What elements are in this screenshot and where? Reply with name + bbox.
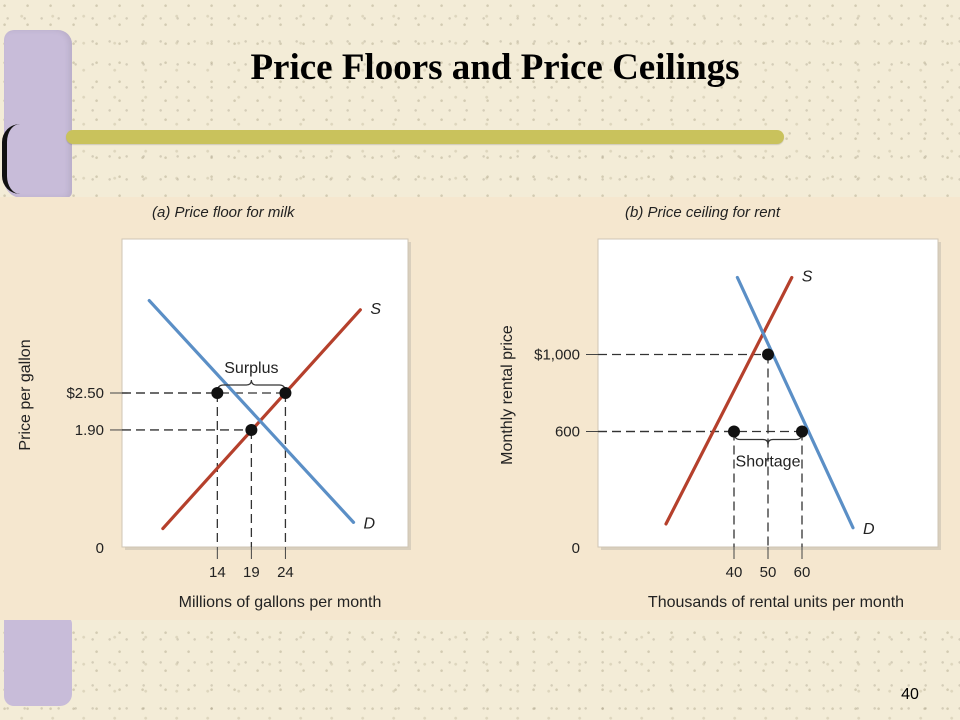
page-number: 40 — [901, 686, 919, 703]
chart-title: (a) Price floor for milk — [152, 204, 296, 221]
y-tick-label: 0 — [96, 540, 104, 557]
equilibrium-point — [728, 425, 740, 438]
supply-curve — [664, 275, 794, 526]
bracket-decoration — [2, 124, 23, 194]
y-tick-label: 600 — [555, 424, 580, 441]
y-tick-label: 0 — [572, 540, 580, 557]
equilibrium-point — [211, 387, 224, 399]
supply-label: S — [802, 269, 813, 286]
supply-label: S — [370, 301, 381, 318]
equilibrium-point — [245, 423, 258, 436]
demand-curve — [735, 275, 855, 530]
y-axis-label: Price per gallon — [17, 339, 34, 450]
demand-label: D — [863, 521, 875, 538]
demand-curve — [147, 298, 356, 524]
y-tick-label: $2.50 — [66, 385, 104, 402]
x-tick-label: 24 — [277, 564, 294, 581]
x-tick-label: 19 — [243, 564, 260, 581]
annotation-brace — [733, 432, 803, 445]
chart-title: (b) Price ceiling for rent — [625, 204, 781, 221]
chart-panel-a: (a) Price floor for milk Millions of gall… — [17, 204, 411, 611]
x-tick-label: 50 — [760, 564, 777, 581]
annotation-brace — [216, 379, 287, 393]
supply-curve — [161, 308, 362, 531]
figure-panel: (a) Price floor for milk Millions of gall… — [0, 197, 960, 620]
sidebar-decoration-bottom — [4, 616, 72, 706]
annotation-label: Shortage — [736, 454, 801, 471]
x-tick-label: 60 — [794, 564, 811, 581]
figure-svg: (a) Price floor for milk Millions of gall… — [17, 204, 941, 611]
x-tick-label: 40 — [726, 564, 743, 581]
y-tick-label: $1,000 — [534, 347, 580, 364]
chart-panel-b: (b) Price ceiling for rent Thousands of r… — [499, 204, 941, 611]
equilibrium-point — [279, 387, 292, 399]
x-tick-label: 14 — [209, 564, 226, 581]
x-axis-label: Millions of gallons per month — [179, 594, 382, 611]
annotation-label: Surplus — [224, 360, 278, 377]
slide-title: Price Floors and Price Ceilings — [250, 47, 740, 88]
demand-label: D — [364, 515, 376, 532]
equilibrium-point — [796, 425, 808, 438]
equilibrium-point — [762, 348, 774, 361]
sidebar-decoration-top — [4, 30, 72, 198]
title-underline-bar — [66, 130, 784, 144]
y-tick-label: 1.90 — [75, 422, 104, 439]
x-axis-label: Thousands of rental units per month — [648, 594, 904, 611]
y-axis-label: Monthly rental price — [499, 325, 516, 465]
